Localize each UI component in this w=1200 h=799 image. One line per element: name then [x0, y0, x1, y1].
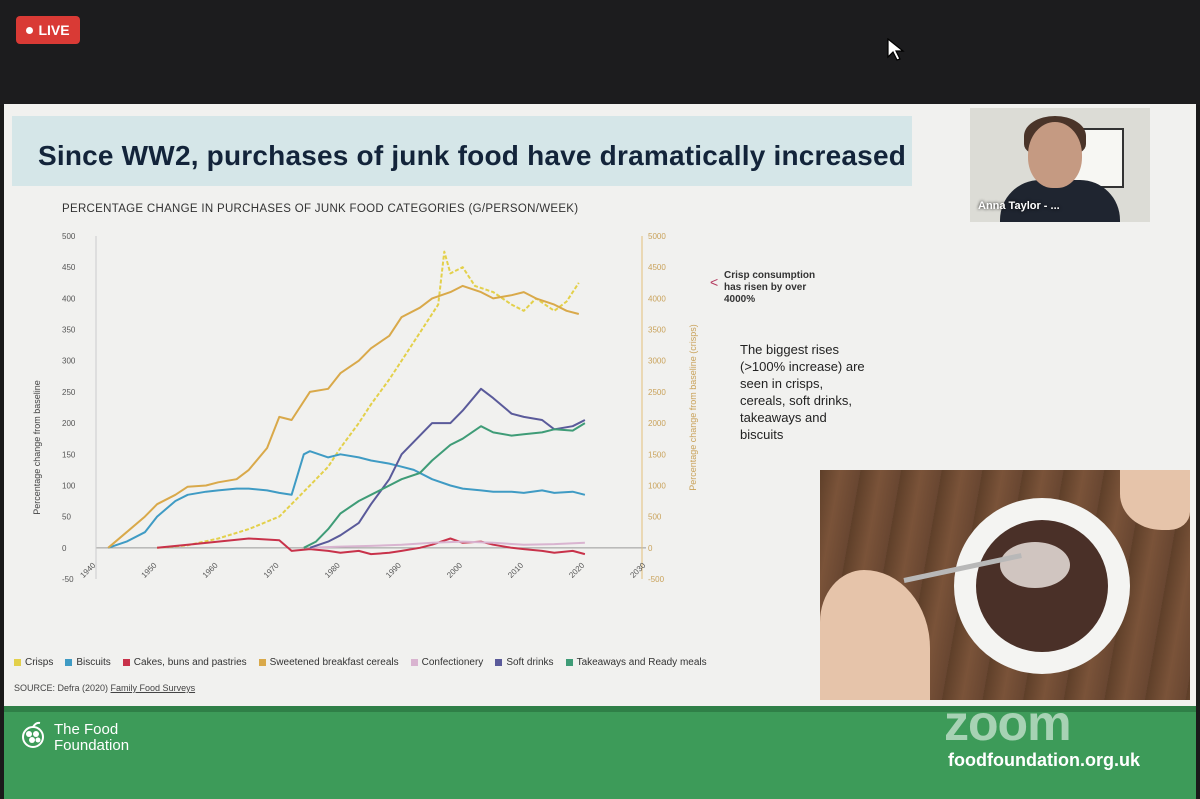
shared-screen-slide: Since WW2, purchases of junk food have d…	[4, 104, 1196, 799]
slide-title: Since WW2, purchases of junk food have d…	[38, 140, 907, 171]
legend-label: Biscuits	[76, 657, 111, 668]
y-tick-left: 350	[62, 326, 76, 335]
y-axis-label: Percentage change from baseline	[32, 380, 42, 515]
legend-item: Crisps	[14, 657, 53, 668]
logo-line-1: The Food	[54, 721, 119, 738]
y-tick-right: 1000	[648, 481, 666, 490]
y-tick-left: 0	[62, 544, 67, 553]
y-axis-right-label: Percentage change from baseline (crisps)	[688, 324, 698, 491]
legend-label: Crisps	[25, 657, 54, 668]
legend-label: Sweetened breakfast cereals	[269, 657, 399, 668]
y-tick-right: 2000	[648, 419, 666, 428]
legend-label: Confectionery	[421, 657, 484, 668]
source-note: SOURCE: Defra (2020) Family Food Surveys	[14, 683, 195, 693]
y-tick-right: 3000	[648, 357, 666, 366]
footer-url: foodfoundation.org.uk	[948, 750, 1140, 770]
y-tick-right: -500	[648, 575, 665, 584]
food-foundation-logo-text: The Food Foundation	[54, 722, 129, 754]
legend-item: Cakes, buns and pastries	[122, 657, 247, 668]
zoom-watermark: zoom	[944, 695, 1072, 751]
logo-line-2: Foundation	[54, 737, 130, 754]
legend-swatch	[410, 659, 418, 666]
series-line-crisps	[157, 250, 580, 549]
y-tick-left: 150	[62, 450, 76, 459]
legend-item: Biscuits	[65, 657, 111, 668]
series-line-cakes-buns-and-pastries	[156, 537, 586, 556]
person-face	[1028, 122, 1082, 188]
mouse-cursor-icon	[887, 38, 905, 61]
y-tick-right: 0	[648, 544, 653, 553]
y-tick-right: 4000	[648, 294, 666, 303]
zoom-top-bar: LIVE	[0, 0, 1200, 105]
series-line-confectionery	[309, 540, 585, 549]
x-tick-label: 1940	[78, 560, 97, 579]
live-label: LIVE	[38, 22, 70, 38]
legend-label: Soft drinks	[506, 657, 554, 668]
legend-swatch	[122, 659, 130, 666]
y-tick-left: 50	[62, 513, 71, 522]
x-tick-label: 2020	[567, 560, 586, 579]
chart-title: PERCENTAGE CHANGE IN PURCHASES OF JUNK F…	[62, 203, 579, 215]
footer-divider	[4, 706, 1196, 712]
crisps-callout: Crisp consumption has risen by over 4000…	[724, 270, 816, 305]
y-tick-right: 1500	[648, 450, 666, 459]
y-tick-left: 250	[62, 388, 76, 397]
x-tick-label: 1970	[262, 560, 281, 579]
y-tick-right: 5000	[648, 232, 666, 241]
legend-swatch	[565, 659, 573, 666]
x-tick-label: 1980	[323, 560, 342, 579]
y-tick-left: 200	[62, 419, 76, 428]
y-tick-right: 4500	[648, 263, 666, 272]
legend-swatch	[258, 659, 266, 666]
legend-item: Takeaways and Ready meals	[565, 657, 707, 668]
line-chart: -50050100150200250300350400450500-500050…	[32, 232, 698, 584]
callout-chevron-icon: <	[710, 274, 719, 290]
series-line-soft-drinks	[309, 387, 586, 549]
participant-name: Anna Taylor - ...	[978, 200, 1060, 212]
y-tick-left: 300	[62, 357, 76, 366]
y-tick-right: 3500	[648, 326, 666, 335]
summary-text: The biggest rises (>100% increase) are s…	[740, 342, 865, 442]
food-foundation-logo-icon	[22, 721, 44, 748]
cereal-bowl-photo	[820, 470, 1190, 700]
series-line-takeaways-and-ready-meals	[303, 422, 586, 549]
participant-video-tile[interactable]: Anna Taylor - ...	[970, 108, 1150, 222]
legend-item: Sweetened breakfast cereals	[258, 657, 399, 668]
legend-label: Takeaways and Ready meals	[576, 657, 707, 668]
series-line-biscuits	[107, 450, 586, 549]
x-tick-label: 1950	[140, 560, 159, 579]
y-tick-right: 2500	[648, 388, 666, 397]
legend-swatch	[495, 659, 503, 666]
legend-item: Soft drinks	[495, 657, 554, 668]
x-tick-label: 2030	[628, 560, 647, 579]
source-link[interactable]: Family Food Surveys	[110, 683, 196, 693]
legend-swatch	[65, 659, 73, 666]
y-tick-left: 100	[62, 481, 76, 490]
y-tick-left: 450	[62, 263, 76, 272]
legend-item: Confectionery	[410, 657, 484, 668]
y-tick-left: 500	[62, 232, 76, 241]
slide-footer: The Food Foundation zoom foodfoundation.…	[4, 695, 1196, 799]
y-tick-left: -50	[62, 575, 74, 584]
x-tick-label: 1990	[384, 560, 403, 579]
live-dot-icon	[26, 26, 34, 34]
x-tick-label: 1960	[201, 560, 220, 579]
y-tick-right: 500	[648, 513, 662, 522]
x-tick-label: 2000	[445, 560, 464, 579]
chart-legend: Crisps Biscuits Cakes, buns and pastries Sw…	[14, 657, 707, 668]
title-banner: Since WW2, purchases of junk food have d…	[12, 116, 912, 186]
x-tick-label: 2010	[506, 560, 525, 579]
milk-shape	[1000, 542, 1070, 588]
series-line-sweetened-breakfast-cereals	[107, 284, 580, 549]
source-prefix: SOURCE: Defra (2020)	[14, 683, 109, 693]
y-tick-left: 400	[62, 294, 76, 303]
live-button[interactable]: LIVE	[16, 16, 80, 44]
legend-swatch	[14, 659, 21, 666]
legend-label: Cakes, buns and pastries	[133, 657, 247, 668]
